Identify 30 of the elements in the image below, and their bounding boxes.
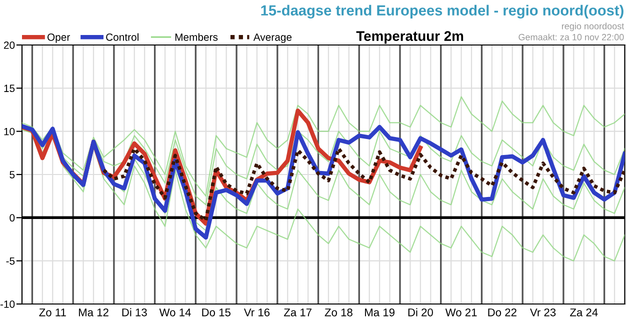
legend-label: Members: [175, 33, 218, 41]
y-tick-label: -5: [6, 257, 15, 265]
chart-subtitle: Temperatuur 2m: [356, 31, 464, 44]
x-tick-label: Di 13: [122, 308, 147, 316]
x-tick-label: Wo 14: [159, 308, 191, 316]
y-tick-label: -10: [0, 300, 15, 308]
x-tick-label: Wo 21: [445, 308, 477, 316]
y-tick-label: 5: [10, 171, 15, 178]
y-tick-label: 15: [4, 84, 15, 92]
y-tick-label: 0: [10, 214, 15, 222]
x-tick-label: Za 24: [570, 308, 598, 316]
legend-label: Average: [253, 34, 292, 43]
text: Gemaakt: za 10 nov 22:00: [518, 34, 624, 40]
legend-label: Control: [106, 33, 138, 41]
x-tick-label: Ma 19: [365, 308, 394, 316]
x-tick-label: Zo 11: [39, 308, 66, 316]
x-tick-label: Ma 12: [78, 308, 108, 316]
x-tick-label: Do 15: [202, 308, 230, 316]
line-series: [102, 146, 625, 222]
x-tick-label: Za 17: [284, 308, 312, 316]
y-tick-label: 10: [4, 128, 15, 136]
x-tick-label: Vr 23: [530, 308, 556, 316]
chart-title: 15-daagse trend Europees model - regio noord(oost): [261, 4, 624, 19]
x-tick-label: Vr 16: [244, 308, 270, 316]
y-tick-label: 20: [4, 42, 15, 49]
x-tick-label: Zo 18: [324, 308, 352, 316]
x-tick-label: Di 20: [408, 308, 433, 316]
legend-label: Oper: [47, 33, 70, 43]
text: regio noordoost: [562, 22, 624, 32]
x-tick-label: Do 22: [488, 308, 516, 316]
